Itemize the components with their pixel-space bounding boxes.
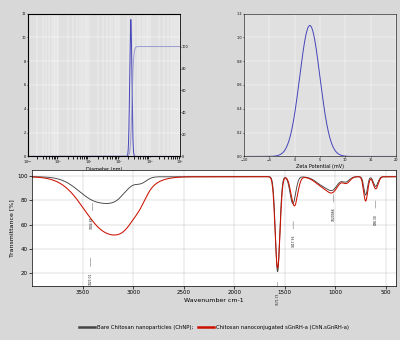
Bare Chitosan nanoparticles (ChNP);	[394, 175, 398, 179]
Bare Chitosan nanoparticles (ChNP);	[59, 178, 64, 182]
Text: 1020066: 1020066	[331, 195, 335, 221]
Chitosan nanoconjugated sGnRH-a (ChN.sGnRH-a)	[129, 220, 134, 224]
Bare Chitosan nanoparticles (ChNP);	[275, 270, 280, 274]
Text: 3404.87: 3404.87	[90, 203, 94, 228]
Chitosan nanoconjugated sGnRH-a (ChN.sGnRH-a)	[41, 176, 46, 180]
X-axis label: Zeta Potential (mV): Zeta Potential (mV)	[296, 164, 344, 169]
X-axis label: Wavenumber cm-1: Wavenumber cm-1	[184, 298, 244, 303]
Text: 1571.73: 1571.73	[276, 282, 280, 305]
Chitosan nanoconjugated sGnRH-a (ChN.sGnRH-a)	[394, 175, 398, 179]
Bare Chitosan nanoparticles (ChNP);	[238, 175, 242, 179]
Chitosan nanoconjugated sGnRH-a (ChN.sGnRH-a)	[275, 266, 280, 270]
Chitosan nanoconjugated sGnRH-a (ChN.sGnRH-a)	[30, 175, 34, 179]
Text: 3423.01: 3423.01	[88, 258, 92, 285]
Bare Chitosan nanoparticles (ChNP);	[129, 184, 134, 188]
Y-axis label: Transmittance [%]: Transmittance [%]	[10, 199, 14, 257]
Line: Bare Chitosan nanoparticles (ChNP);: Bare Chitosan nanoparticles (ChNP);	[32, 177, 396, 272]
Bare Chitosan nanoparticles (ChNP);	[30, 175, 34, 179]
Chitosan nanoconjugated sGnRH-a (ChN.sGnRH-a)	[59, 182, 64, 186]
Text: 1417.96: 1417.96	[291, 221, 295, 247]
Bare Chitosan nanoparticles (ChNP);	[41, 175, 46, 179]
Chitosan nanoconjugated sGnRH-a (ChN.sGnRH-a)	[240, 175, 245, 179]
Chitosan nanoconjugated sGnRH-a (ChN.sGnRH-a)	[238, 175, 242, 179]
X-axis label: Diameter (nm): Diameter (nm)	[86, 167, 122, 172]
Chitosan nanoconjugated sGnRH-a (ChN.sGnRH-a)	[220, 175, 225, 179]
Bare Chitosan nanoparticles (ChNP);	[240, 175, 245, 179]
Legend: Bare Chitosan nanoparticles (ChNP);, Chitosan nanoconjugated sGnRH-a (ChN.sGnRH-: Bare Chitosan nanoparticles (ChNP);, Chi…	[77, 323, 351, 332]
Bare Chitosan nanoparticles (ChNP);	[220, 175, 225, 179]
Line: Chitosan nanoconjugated sGnRH-a (ChN.sGnRH-a): Chitosan nanoconjugated sGnRH-a (ChN.sGn…	[32, 177, 396, 268]
Text: 698.30: 698.30	[374, 201, 378, 224]
